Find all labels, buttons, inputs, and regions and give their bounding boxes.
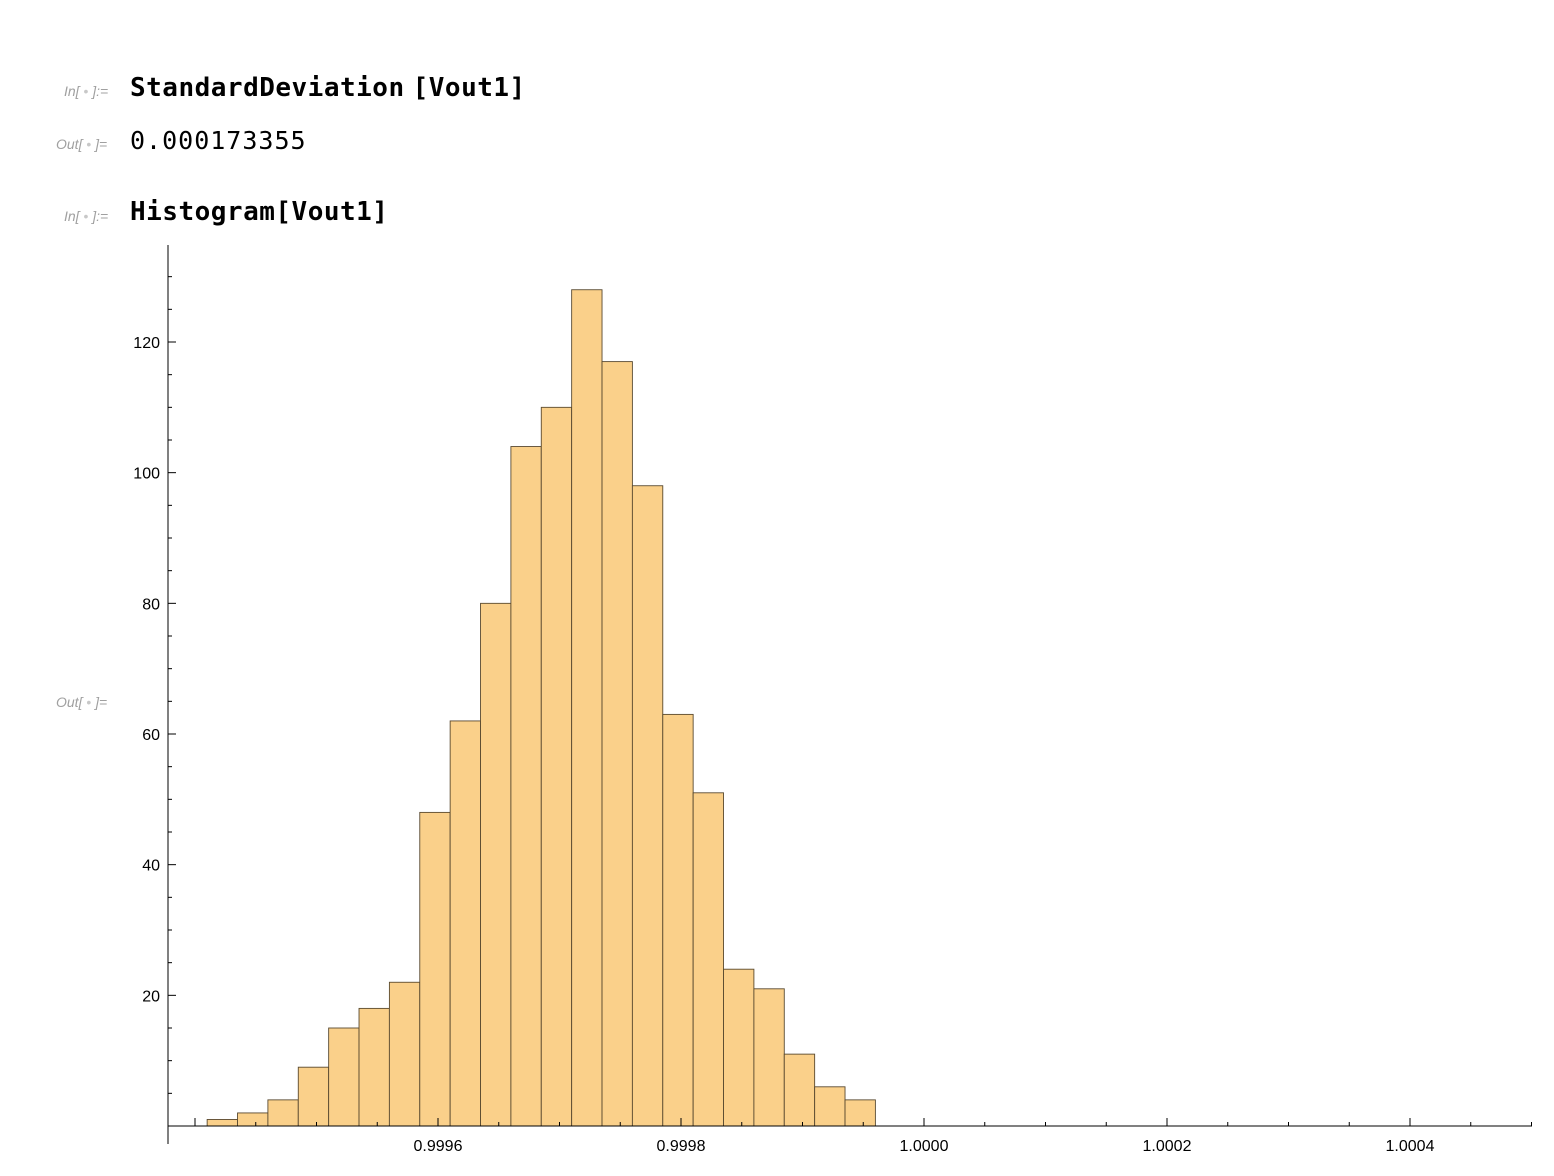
- y-tick-label: 40: [142, 858, 160, 875]
- code-function-name: Histogram: [130, 197, 276, 227]
- histogram-bar: [419, 811, 451, 1127]
- out-label-suffix: ]=: [95, 694, 108, 710]
- x-tick-label: 1.0000: [900, 1138, 949, 1155]
- input-cell-histogram[interactable]: Histogram[Vout1]: [130, 197, 388, 227]
- histogram-bars: [206, 289, 876, 1127]
- histogram-bar: [814, 1086, 846, 1127]
- histogram-bar: [480, 602, 512, 1127]
- output-label-2: Out[ • ]=: [56, 694, 107, 710]
- histogram-bar: [571, 289, 603, 1127]
- histogram-bar: [753, 988, 785, 1127]
- y-tick-label: 80: [142, 596, 160, 613]
- in-label-text: In[: [64, 83, 80, 99]
- histogram-bar: [267, 1099, 299, 1127]
- in-label-text: In[: [64, 208, 80, 224]
- x-tick-label: 0.9998: [657, 1138, 706, 1155]
- histogram-bar: [328, 1027, 360, 1127]
- histogram-bar: [237, 1112, 269, 1127]
- histogram-bar: [723, 968, 755, 1127]
- code-argument: [Vout1]: [275, 197, 389, 227]
- output-cell-result: 0.000173355: [130, 126, 307, 155]
- histogram-bar: [510, 446, 542, 1127]
- cell-dot-icon: •: [83, 208, 89, 224]
- x-tick-label: 0.9996: [414, 1138, 463, 1155]
- histogram-bar: [783, 1053, 816, 1127]
- cell-dot-icon: •: [86, 694, 92, 710]
- output-label-1: Out[ • ]=: [56, 136, 107, 152]
- histogram-bar: [692, 792, 724, 1127]
- y-tick-label: 20: [142, 988, 160, 1005]
- chart-axes: 20 40 60 80 100 120 0.9996 0.9998 1.0000 1.0002 1.…: [133, 245, 1532, 1155]
- out-label-suffix: ]=: [95, 136, 108, 152]
- code-function-name: StandardDeviation: [130, 73, 405, 103]
- cell-dot-icon: •: [83, 83, 89, 99]
- input-cell-standard-deviation[interactable]: StandardDeviation [Vout1]: [130, 73, 526, 103]
- code-argument: [Vout1]: [412, 73, 526, 103]
- histogram-bar: [206, 1119, 238, 1127]
- input-label-2: In[ • ]:=: [64, 208, 108, 224]
- x-tick-label: 1.0002: [1143, 1138, 1192, 1155]
- histogram-bar: [449, 720, 481, 1127]
- histogram-bar: [297, 1066, 330, 1127]
- histogram-bar: [844, 1099, 876, 1127]
- input-label-1: In[ • ]:=: [64, 83, 108, 99]
- in-label-suffix: ]:=: [92, 208, 109, 224]
- out-label-text: Out[: [56, 136, 83, 152]
- y-tick-label: 120: [133, 335, 160, 352]
- cell-dot-icon: •: [86, 136, 92, 152]
- histogram-bar: [601, 361, 633, 1127]
- histogram-bar: [540, 406, 573, 1127]
- y-tick-label: 100: [133, 466, 160, 483]
- y-tick-label: 60: [142, 727, 160, 744]
- in-label-suffix: ]:=: [92, 83, 109, 99]
- x-tick-label: 1.0004: [1386, 1138, 1435, 1155]
- out-label-text: Out[: [56, 694, 83, 710]
- histogram-bar: [631, 485, 664, 1127]
- histogram-bar: [662, 713, 694, 1127]
- histogram-bar: [388, 981, 421, 1127]
- histogram-bar: [358, 1007, 390, 1127]
